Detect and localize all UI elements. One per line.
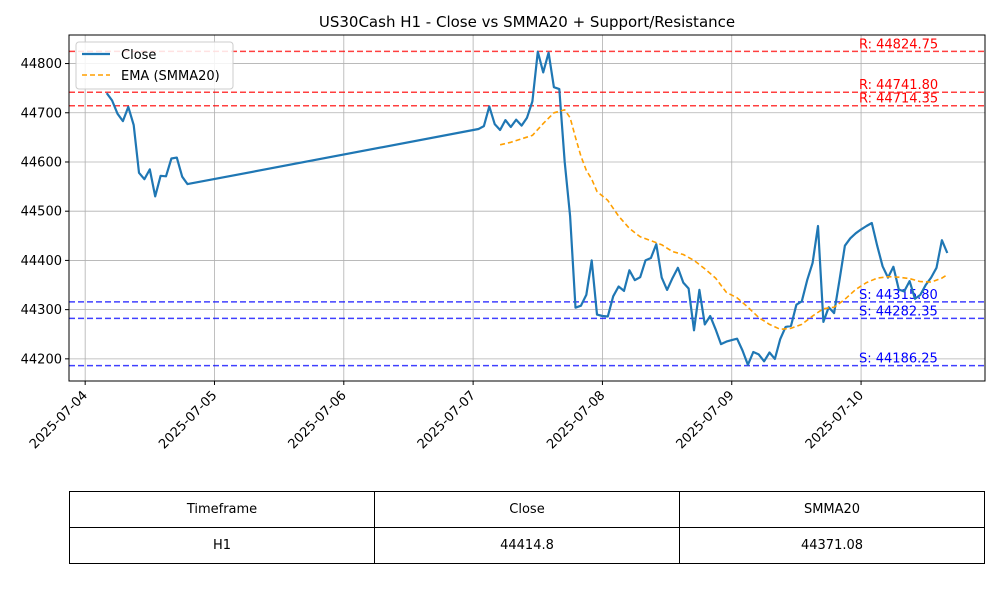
y-tick-label: 44400 (21, 254, 62, 269)
chart-title: US30Cash H1 - Close vs SMMA20 + Support/… (319, 13, 735, 31)
series-lines (105, 50, 949, 366)
table-header-smma20: SMMA20 (679, 491, 985, 528)
y-tick-label: 44300 (21, 303, 62, 318)
y-tick-label: 44800 (21, 57, 62, 72)
support-level-label: S: 44315.80 (859, 288, 938, 303)
resistance-level-label: R: 44741.80 (859, 78, 938, 93)
chart: US30Cash H1 - Close vs SMMA20 + Support/… (21, 13, 986, 452)
resistance-level-label: R: 44824.75 (859, 37, 938, 52)
table-cell-smma20: 44371.08 (679, 527, 985, 564)
y-tick-label: 44600 (21, 155, 62, 170)
x-tick-label: 2025-07-08 (544, 388, 608, 452)
x-tick-label: 2025-07-04 (27, 388, 91, 452)
x-tick-label: 2025-07-09 (674, 388, 738, 452)
series-line-close (105, 50, 949, 366)
table-cell-close: 44414.8 (374, 527, 680, 564)
resistance-level-label: R: 44714.35 (859, 92, 938, 107)
table-header-timeframe: Timeframe (69, 491, 375, 528)
summary-table: Timeframe Close SMMA20 H1 44414.8 44371.… (69, 491, 985, 564)
legend-label-close: Close (121, 48, 156, 63)
table-header-row: Timeframe Close SMMA20 (69, 491, 985, 528)
table-cell-timeframe: H1 (69, 527, 375, 564)
axis-ticks: 2025-07-04 2025-07-05 2025-07-06 2025-07-07… (21, 57, 867, 452)
support-level-label: S: 44186.25 (859, 352, 938, 367)
table-row: H1 44414.8 44371.08 (69, 527, 985, 564)
series-line-smma20 (499, 109, 948, 331)
plot-frame (68, 34, 986, 382)
x-tick-label: 2025-07-10 (803, 388, 867, 452)
x-tick-label: 2025-07-06 (286, 388, 350, 452)
legend-label-smma: EMA (SMMA20) (121, 69, 220, 84)
table-header-close: Close (374, 491, 680, 528)
y-tick-label: 44200 (21, 352, 62, 367)
support-level-label: S: 44282.35 (859, 304, 938, 319)
support-resistance-levels: R: 44824.75 R: 44741.80R: 44714.35 S: 4431… (69, 37, 985, 367)
legend: Close EMA (SMMA20) (75, 41, 234, 90)
x-tick-label: 2025-07-05 (156, 388, 220, 452)
y-tick-label: 44700 (21, 106, 62, 121)
legend-box (75, 41, 234, 90)
x-tick-label: 2025-07-07 (415, 388, 479, 452)
y-tick-label: 44500 (21, 205, 62, 220)
